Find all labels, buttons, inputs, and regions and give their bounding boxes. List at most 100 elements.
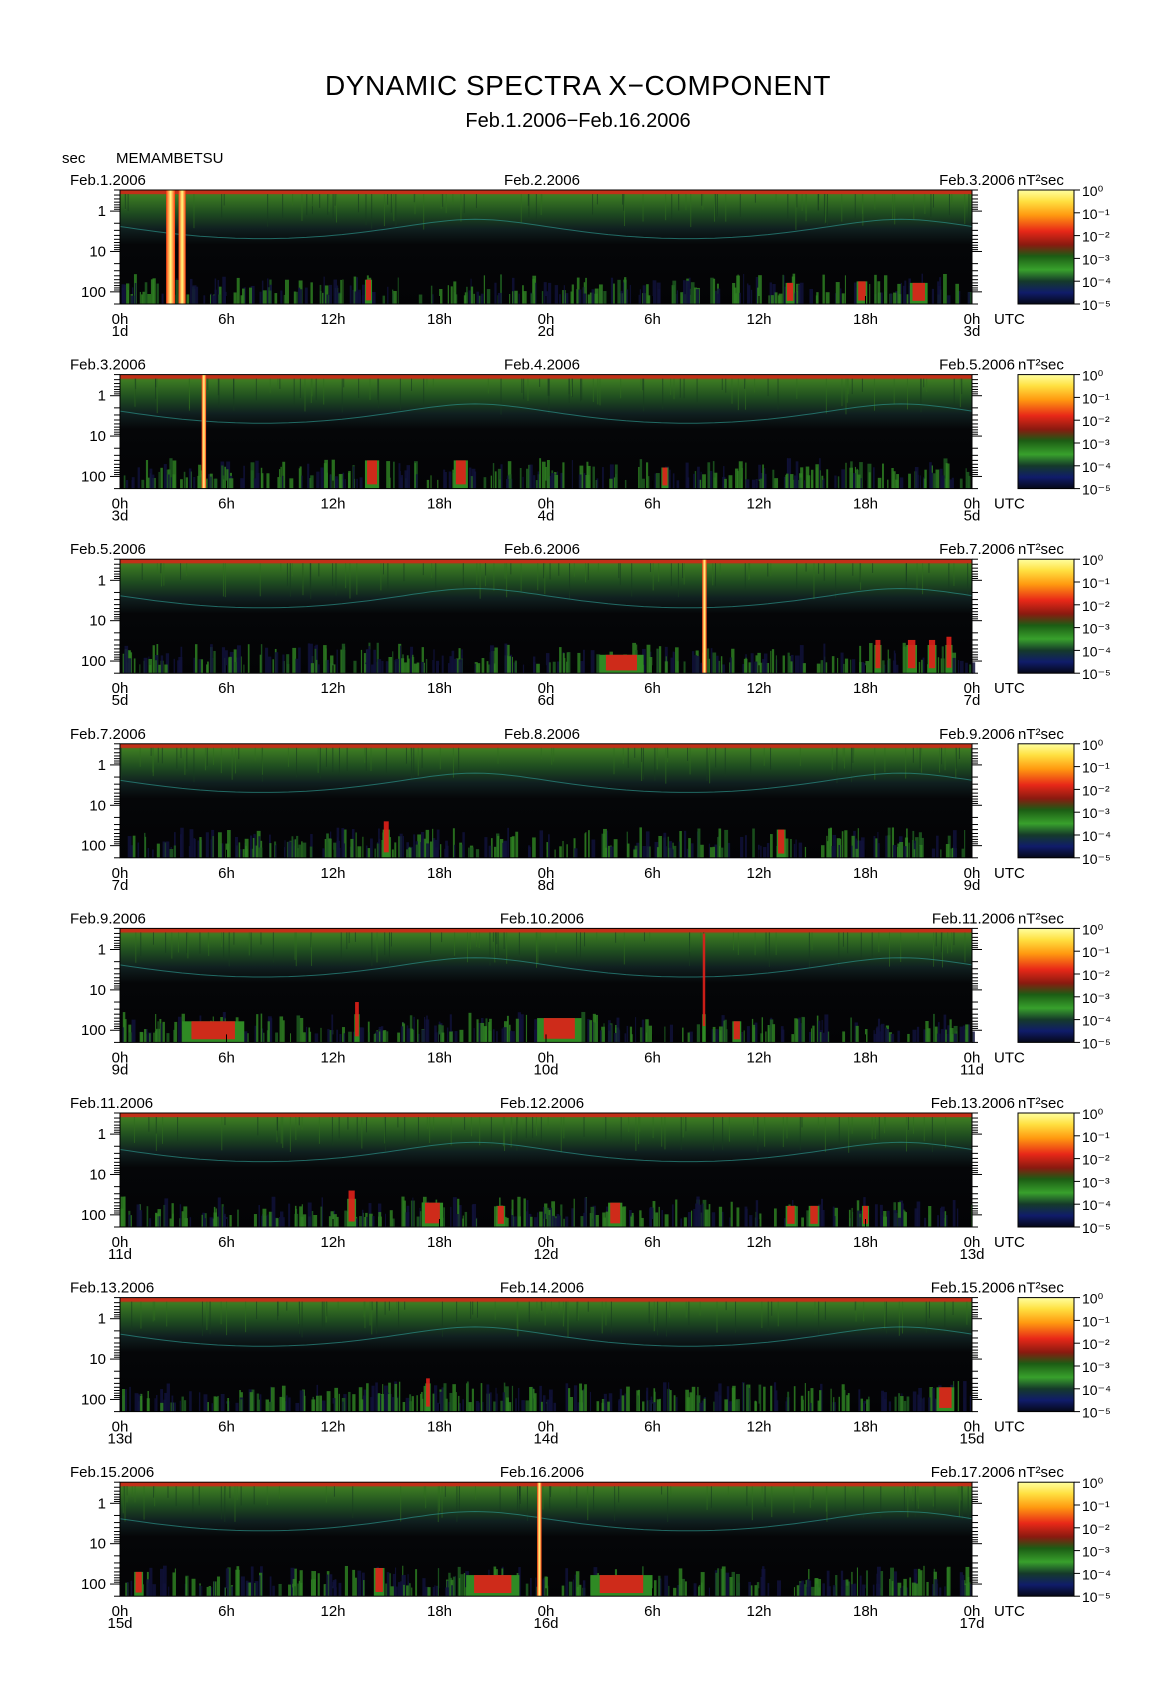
- activity-streak: [191, 1578, 196, 1597]
- texture-streak: [186, 563, 188, 577]
- x-tick-label: 6h: [644, 1234, 661, 1251]
- activity-streak: [886, 1028, 889, 1043]
- activity-streak: [851, 659, 856, 674]
- event-burst: [191, 1021, 235, 1040]
- activity-streak: [488, 1022, 491, 1043]
- activity-streak: [754, 1585, 758, 1597]
- texture-streak: [635, 1117, 637, 1151]
- activity-streak: [242, 849, 246, 858]
- event-burst: [939, 1387, 952, 1408]
- texture-streak: [478, 932, 480, 949]
- texture-streak: [527, 194, 529, 206]
- activity-streak: [394, 1383, 398, 1412]
- activity-streak: [536, 663, 540, 674]
- activity-streak: [752, 828, 755, 858]
- activity-streak: [514, 660, 518, 674]
- activity-streak: [683, 1217, 687, 1227]
- texture-streak: [939, 747, 941, 773]
- activity-streak: [402, 1401, 406, 1412]
- activity-streak: [621, 1395, 625, 1412]
- activity-streak: [621, 1207, 626, 1227]
- activity-streak: [451, 1585, 453, 1597]
- activity-streak: [152, 849, 154, 858]
- texture-streak: [207, 378, 209, 391]
- texture-streak: [744, 563, 746, 590]
- activity-streak: [203, 295, 206, 304]
- activity-streak: [123, 475, 126, 489]
- texture-streak: [894, 194, 896, 225]
- activity-streak: [250, 1566, 254, 1597]
- texture-streak: [295, 932, 297, 967]
- activity-streak: [251, 1389, 255, 1412]
- x-tick-label: 12h: [320, 1234, 345, 1251]
- texture-streak: [223, 194, 225, 206]
- activity-streak: [382, 295, 386, 304]
- activity-streak: [959, 660, 964, 674]
- activity-streak: [937, 1215, 939, 1227]
- activity-streak: [220, 1393, 225, 1412]
- activity-streak: [213, 1581, 215, 1597]
- texture-streak: [631, 563, 633, 597]
- colorbar-tick-label: 10⁰: [1082, 1475, 1104, 1491]
- activity-streak: [147, 847, 150, 858]
- activity-streak: [365, 845, 368, 858]
- activity-streak: [554, 1217, 556, 1227]
- activity-streak: [893, 1571, 898, 1597]
- activity-streak: [937, 1022, 940, 1043]
- activity-streak: [563, 1218, 565, 1227]
- activity-streak: [236, 277, 240, 304]
- activity-streak: [521, 1019, 523, 1043]
- activity-streak: [536, 1586, 538, 1597]
- activity-streak: [366, 1216, 368, 1227]
- texture-streak: [812, 1486, 814, 1500]
- activity-streak: [552, 1215, 555, 1227]
- activity-streak: [750, 289, 753, 304]
- activity-streak: [193, 476, 196, 489]
- activity-streak: [696, 656, 700, 674]
- texture-streak: [641, 747, 643, 762]
- colorbar-unit-label: nT²sec: [1018, 1095, 1064, 1112]
- texture-streak: [504, 563, 506, 579]
- activity-streak: [668, 1585, 670, 1597]
- activity-streak: [553, 1402, 557, 1412]
- x-tick-label: 0h: [112, 680, 129, 697]
- texture-streak: [452, 194, 454, 205]
- colorbar-tick-label: 10⁻¹: [1082, 1498, 1110, 1514]
- texture-streak: [824, 1117, 826, 1152]
- texture-streak: [580, 378, 582, 402]
- activity-streak: [581, 1011, 586, 1043]
- texture-streak: [942, 932, 944, 968]
- texture-streak: [231, 747, 233, 780]
- activity-streak: [607, 845, 610, 858]
- texture-streak: [539, 378, 541, 387]
- activity-streak: [378, 1026, 382, 1043]
- activity-streak: [822, 1032, 825, 1043]
- y-tick-label: 100: [81, 838, 106, 855]
- activity-streak: [565, 1383, 569, 1412]
- activity-streak: [530, 1577, 532, 1597]
- texture-streak: [542, 1486, 544, 1510]
- activity-streak: [476, 663, 481, 674]
- activity-streak: [441, 1387, 445, 1412]
- activity-streak: [797, 480, 799, 489]
- activity-streak: [370, 838, 373, 858]
- activity-streak: [413, 1016, 415, 1043]
- activity-streak: [342, 279, 344, 304]
- texture-streak: [735, 1301, 737, 1333]
- activity-streak: [163, 464, 167, 489]
- activity-streak: [632, 1215, 635, 1227]
- x-tick-label: 0h: [964, 496, 981, 513]
- activity-streak: [231, 1586, 234, 1597]
- day-label: 11d: [108, 1246, 132, 1263]
- activity-streak: [642, 1401, 645, 1412]
- activity-streak: [724, 829, 729, 858]
- activity-streak: [299, 1017, 304, 1043]
- activity-streak: [249, 835, 253, 858]
- activity-streak: [529, 1386, 532, 1412]
- activity-streak: [357, 846, 362, 858]
- texture-streak: [233, 932, 235, 945]
- activity-streak: [736, 1207, 740, 1227]
- day-label: 14d: [533, 1431, 558, 1448]
- activity-streak: [896, 474, 900, 489]
- texture-streak: [312, 194, 314, 207]
